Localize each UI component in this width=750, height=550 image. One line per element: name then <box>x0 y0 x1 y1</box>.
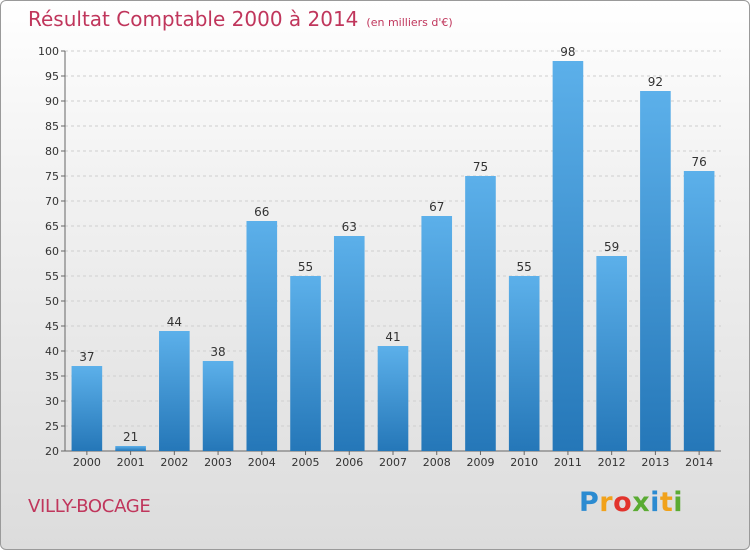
axes: 20 25 30 35 40 45 50 55 60 65 70 75 80 85 90 95 100 2000 2… <box>38 45 721 469</box>
bar <box>202 361 234 451</box>
y-tick-label: 100 <box>38 45 59 58</box>
data-label: 98 <box>560 45 575 59</box>
data-label: 41 <box>385 330 400 344</box>
data-label: 55 <box>517 260 532 274</box>
y-tick-label: 30 <box>45 395 59 408</box>
logo-letter: r <box>599 487 614 518</box>
place-name: VILLY-BOCAGE <box>28 496 151 517</box>
y-tick-label: 95 <box>45 70 59 83</box>
bar <box>683 171 715 451</box>
x-tick-label: 2008 <box>423 456 451 469</box>
bar <box>333 236 365 451</box>
x-tick-label: 2013 <box>641 456 669 469</box>
x-tick-label: 2009 <box>466 456 494 469</box>
bar <box>596 256 627 451</box>
title-text: Résultat Comptable 2000 à 2014 <box>28 7 359 31</box>
bar <box>377 346 409 451</box>
y-tick-label: 40 <box>45 345 59 358</box>
logo-letter: o <box>613 487 633 518</box>
logo-letter: i <box>673 487 684 518</box>
bar <box>115 446 146 451</box>
y-tick-label: 90 <box>45 95 59 108</box>
data-label: 59 <box>604 240 619 254</box>
data-label: 67 <box>429 200 444 214</box>
proxiti-logo[interactable]: Proxiti <box>579 487 683 518</box>
data-labels: 37 21 44 38 66 55 63 41 67 75 55 98 59 92 76 <box>79 45 707 444</box>
bar <box>465 176 496 451</box>
x-tick-label: 2003 <box>204 456 232 469</box>
logo-letter: i <box>650 487 660 518</box>
y-tick-label: 50 <box>45 295 59 308</box>
bar <box>508 276 540 451</box>
x-tick-label: 2007 <box>379 456 407 469</box>
logo-letter: P <box>579 487 600 518</box>
data-label: 21 <box>123 430 138 444</box>
x-tick-label: 2004 <box>248 456 276 469</box>
x-tick-label: 2014 <box>685 456 713 469</box>
x-tick-label: 2005 <box>292 456 320 469</box>
bar <box>246 221 278 451</box>
bar <box>71 366 103 451</box>
y-tick-label: 55 <box>45 270 59 283</box>
y-tick-label: 75 <box>45 170 59 183</box>
data-label: 38 <box>210 345 225 359</box>
bar <box>421 216 453 451</box>
x-tick-label: 2011 <box>554 456 582 469</box>
x-tick-label: 2002 <box>160 456 188 469</box>
y-tick-label: 70 <box>45 195 59 208</box>
x-tick-label: 2010 <box>510 456 538 469</box>
y-tick-label: 85 <box>45 120 59 133</box>
data-label: 92 <box>648 75 663 89</box>
y-tick-label: 35 <box>45 370 59 383</box>
x-tick-label: 2000 <box>73 456 101 469</box>
y-tick-label: 60 <box>45 245 59 258</box>
bar <box>159 331 190 451</box>
x-tick-label: 2012 <box>598 456 626 469</box>
x-tick-label: 2006 <box>335 456 363 469</box>
chart-title: Résultat Comptable 2000 à 2014 (en millie… <box>28 7 453 31</box>
bar <box>290 276 321 451</box>
y-tick-label: 25 <box>45 420 59 433</box>
chart-subtitle: (en milliers d'€) <box>366 16 453 29</box>
logo-letter: t <box>659 487 674 518</box>
data-label: 76 <box>691 155 706 169</box>
data-label: 37 <box>79 350 94 364</box>
bar <box>640 91 671 451</box>
bar <box>552 61 584 451</box>
data-label: 44 <box>167 315 182 329</box>
data-label: 75 <box>473 160 488 174</box>
data-label: 55 <box>298 260 313 274</box>
y-tick-label: 65 <box>45 220 59 233</box>
data-label: 66 <box>254 205 269 219</box>
y-tick-label: 80 <box>45 145 59 158</box>
data-label: 63 <box>342 220 357 234</box>
x-tick-label: 2001 <box>117 456 145 469</box>
bars <box>71 61 715 451</box>
y-tick-label: 45 <box>45 320 59 333</box>
logo-letter: x <box>632 487 651 518</box>
y-tick-label: 20 <box>45 445 59 458</box>
